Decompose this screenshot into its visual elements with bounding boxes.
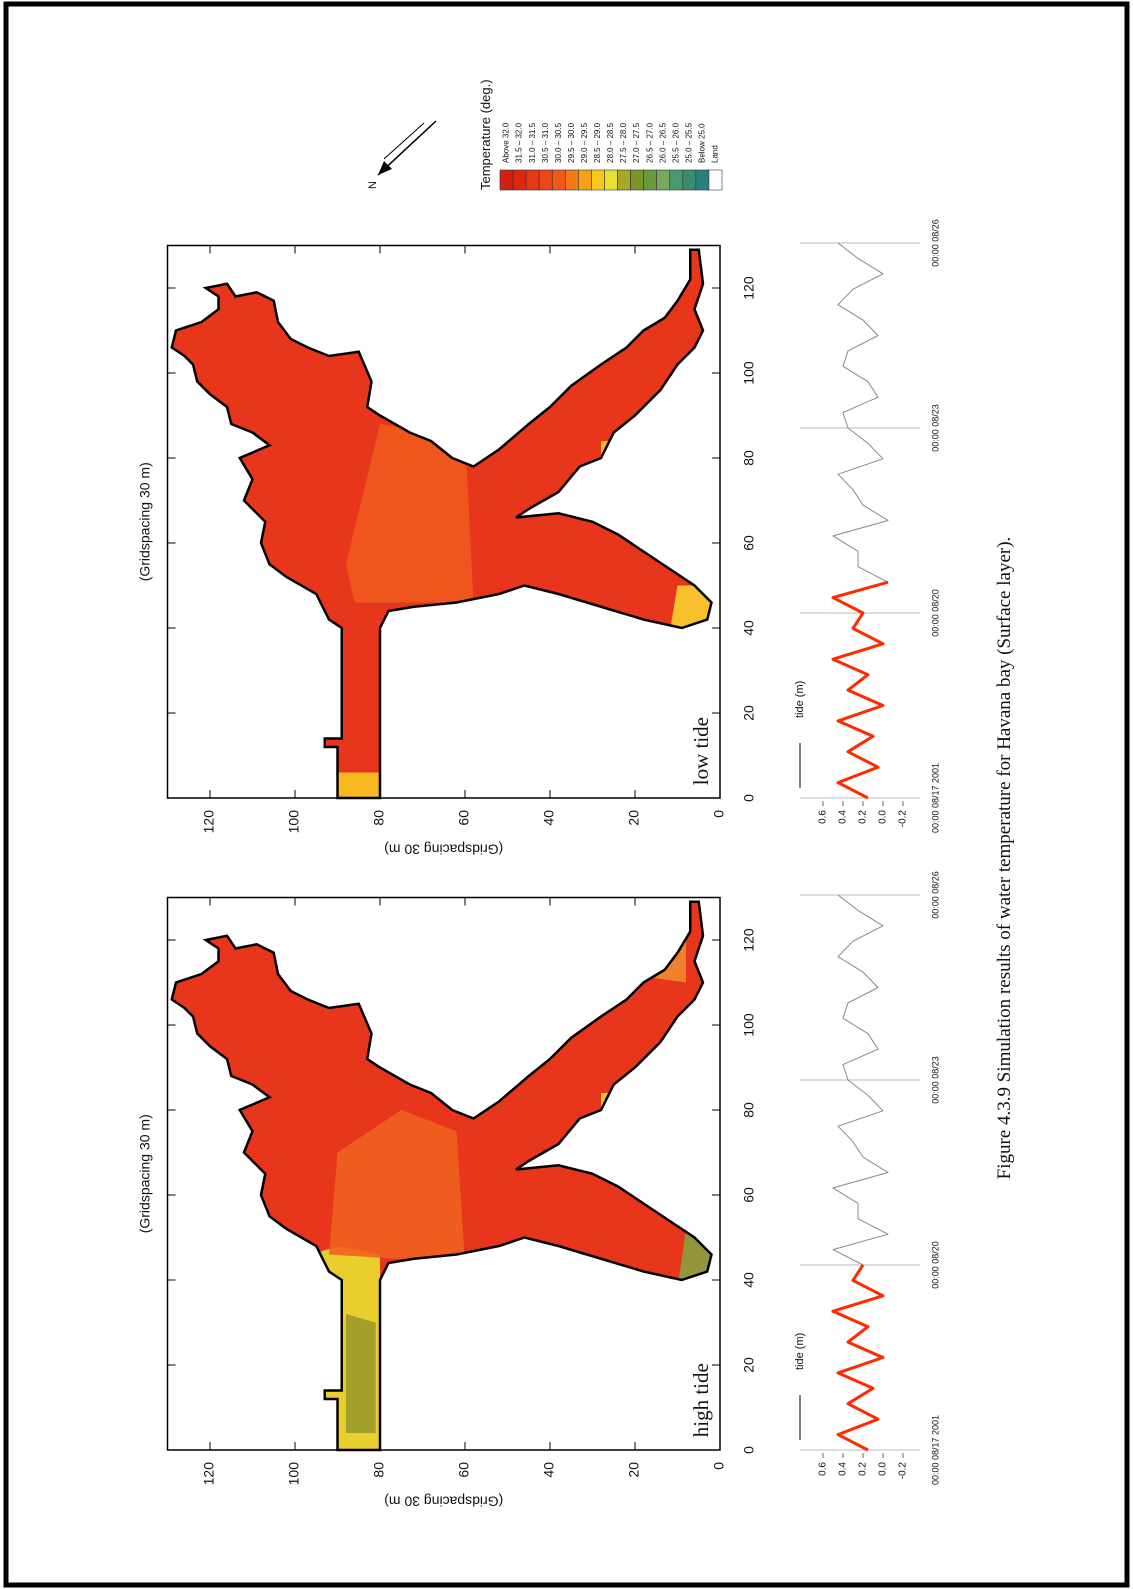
x-axis-label: (Gridspacing 30 m) bbox=[137, 462, 153, 581]
x-tick-label: 60 bbox=[741, 1187, 757, 1203]
y-tick-label: 0.0 bbox=[878, 810, 889, 824]
y-tick-label: 20 bbox=[626, 1462, 642, 1478]
legend-label: 31.5 – 32.0 bbox=[515, 122, 524, 163]
legend-label: 29.5 – 30.0 bbox=[567, 122, 576, 163]
x-tick-label: 80 bbox=[741, 1102, 757, 1118]
legend-label: 26.0 – 26.5 bbox=[658, 122, 667, 163]
y-tick-label: 0.2 bbox=[858, 810, 869, 824]
legend-swatch bbox=[565, 170, 578, 190]
legend-swatch bbox=[670, 170, 683, 190]
y-axis-label: (Gridspacing 30 m) bbox=[384, 1493, 503, 1509]
x-tick-label: 00:00 08/17 2001 bbox=[930, 763, 940, 833]
x-tick-label: 40 bbox=[741, 1272, 757, 1288]
x-tick-label: 00:00 08/26 bbox=[930, 871, 940, 919]
y-tick-label: 80 bbox=[371, 1462, 387, 1478]
y-axis-label: (Gridspacing 30 m) bbox=[384, 841, 503, 857]
legend-swatch bbox=[683, 170, 696, 190]
x-tick-label: 40 bbox=[741, 620, 757, 636]
legend-swatch bbox=[591, 170, 604, 190]
y-tick-label: 120 bbox=[201, 810, 217, 834]
legend-swatch bbox=[578, 170, 591, 190]
tide-line bbox=[833, 1265, 883, 1450]
x-tick-label: 00:00 08/20 bbox=[930, 589, 940, 637]
y-tick-label: 40 bbox=[541, 810, 557, 826]
y-tick-label: 60 bbox=[456, 1462, 472, 1478]
y-tick-label: 0 bbox=[711, 810, 727, 818]
x-tick-label: 80 bbox=[741, 450, 757, 466]
y-tick-label: 60 bbox=[456, 810, 472, 826]
legend-label: 28.0 – 28.5 bbox=[606, 122, 615, 163]
x-tick-label: 120 bbox=[741, 276, 757, 300]
y-tick-label: 120 bbox=[201, 1462, 217, 1486]
legend-label: 26.5 – 27.0 bbox=[645, 122, 654, 163]
y-tick-label: 0.4 bbox=[838, 810, 849, 824]
x-tick-label: 0 bbox=[741, 1446, 757, 1454]
legend-title: Temperature (deg.) bbox=[478, 79, 493, 190]
y-tick-label: 0.6 bbox=[818, 1462, 829, 1476]
legend-swatch bbox=[513, 170, 526, 190]
legend-label: 28.5 – 29.0 bbox=[593, 122, 602, 163]
legend-label: 25.0 – 25.5 bbox=[684, 122, 693, 163]
x-tick-label: 100 bbox=[741, 1013, 757, 1037]
legend-label: 25.5 – 26.0 bbox=[671, 122, 680, 163]
y-tick-label: 100 bbox=[286, 1462, 302, 1486]
legend-swatch bbox=[657, 170, 670, 190]
legend-swatch bbox=[631, 170, 644, 190]
x-tick-label: 0 bbox=[741, 794, 757, 802]
legend-label: Land bbox=[711, 145, 720, 163]
y-tick-label: 0 bbox=[711, 1462, 727, 1470]
y-tick-label: 20 bbox=[626, 810, 642, 826]
tide-line bbox=[833, 582, 888, 798]
temperature-zone bbox=[346, 1314, 376, 1433]
y-axis-label: tide (m) bbox=[794, 681, 806, 718]
legend-swatch bbox=[604, 170, 617, 190]
legend-label: Above 32.0 bbox=[502, 122, 511, 163]
legend-label: 31.0 – 31.5 bbox=[528, 122, 537, 163]
x-tick-label: 20 bbox=[741, 705, 757, 721]
legend-swatch bbox=[696, 170, 709, 190]
legend-swatch bbox=[539, 170, 552, 190]
legend-label: 29.0 – 29.5 bbox=[580, 122, 589, 163]
y-tick-label: -0.2 bbox=[898, 810, 909, 828]
x-tick-label: 00:00 08/20 bbox=[930, 1241, 940, 1289]
y-tick-label: 40 bbox=[541, 1462, 557, 1478]
legend-swatch bbox=[526, 170, 539, 190]
legend-swatch bbox=[618, 170, 631, 190]
rotated-content: Figure 4.3.9 Simulation results of water… bbox=[137, 79, 1015, 1509]
y-tick-label: -0.2 bbox=[898, 1462, 909, 1480]
north-arrow: N bbox=[367, 121, 436, 189]
y-tick-label: 100 bbox=[286, 810, 302, 834]
x-tick-label: 100 bbox=[741, 361, 757, 385]
legend-label: Below 25.0 bbox=[698, 123, 707, 163]
x-axis-label: (Gridspacing 30 m) bbox=[137, 1114, 153, 1233]
caption: Figure 4.3.9 Simulation results of water… bbox=[994, 537, 1015, 1180]
legend-swatch bbox=[644, 170, 657, 190]
legend-swatch bbox=[709, 170, 722, 190]
y-tick-label: 0.6 bbox=[818, 810, 829, 824]
y-axis-label: tide (m) bbox=[794, 1333, 806, 1370]
x-tick-label: 60 bbox=[741, 535, 757, 551]
x-tick-label: 00:00 08/23 bbox=[930, 404, 940, 452]
y-tick-label: 0.2 bbox=[858, 1462, 869, 1476]
y-tick-label: 0.0 bbox=[878, 1462, 889, 1476]
legend-label: 30.5 – 31.0 bbox=[541, 122, 550, 163]
y-tick-label: 0.4 bbox=[838, 1462, 849, 1476]
legend-label: 27.0 – 27.5 bbox=[632, 122, 641, 163]
x-tick-label: 00:00 08/26 bbox=[930, 219, 940, 267]
x-tick-label: 20 bbox=[741, 1357, 757, 1373]
page: Figure 4.3.9 Simulation results of water… bbox=[0, 0, 1133, 1589]
panel-label: low tide bbox=[689, 717, 713, 785]
legend-label: 30.0 – 30.5 bbox=[554, 122, 563, 163]
legend-label: 27.5 – 28.0 bbox=[619, 122, 628, 163]
x-tick-label: 00:00 08/23 bbox=[930, 1056, 940, 1104]
x-tick-label: 120 bbox=[741, 928, 757, 952]
north-label: N bbox=[367, 181, 379, 189]
y-tick-label: 80 bbox=[371, 810, 387, 826]
legend-swatch bbox=[500, 170, 513, 190]
legend-swatch bbox=[552, 170, 565, 190]
panel-label: high tide bbox=[689, 1363, 713, 1437]
x-tick-label: 00:00 08/17 2001 bbox=[930, 1415, 940, 1485]
